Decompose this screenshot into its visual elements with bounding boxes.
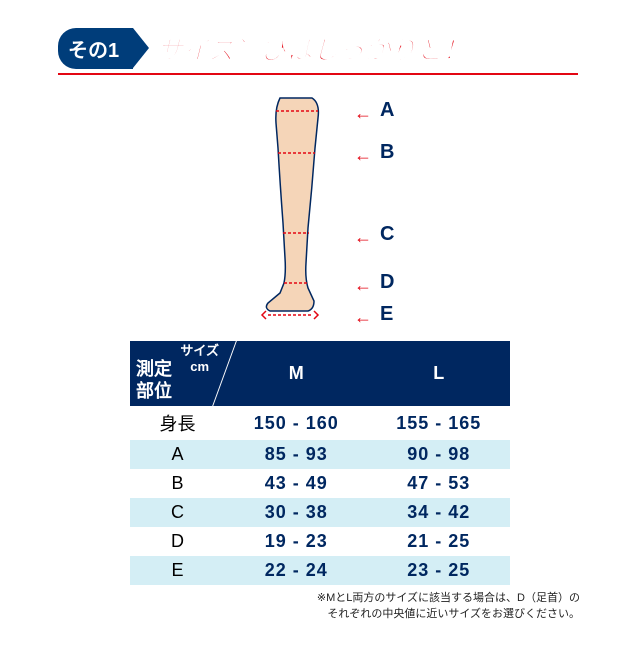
measure-label-d: D xyxy=(380,271,394,294)
header: その1 サイズ選びはしっかりと！ xyxy=(58,28,640,69)
table-row: B43 - 4947 - 53 xyxy=(130,469,510,498)
value-l: 23 - 25 xyxy=(368,556,511,585)
leg-diagram: ← A ← B ← C ← D ← E xyxy=(210,93,430,333)
value-l: 90 - 98 xyxy=(368,440,511,469)
measure-label-c: C xyxy=(380,223,394,246)
table-row: 身長150 - 160155 - 165 xyxy=(130,406,510,440)
value-m: 85 - 93 xyxy=(225,440,368,469)
value-l: 34 - 42 xyxy=(368,498,511,527)
size-table: サイズcm 測定部位 M L 身長150 - 160155 - 165A85 -… xyxy=(130,341,510,585)
header-title: サイズ選びはしっかりと！ xyxy=(157,30,468,67)
arrow-icon: ← xyxy=(354,145,372,166)
table-corner-cell: サイズcm 測定部位 xyxy=(130,341,225,406)
footnote: ※MとL両方のサイズに該当する場合は、D（足首）の それぞれの中央値に近いサイズ… xyxy=(0,591,580,622)
table-header-row: サイズcm 測定部位 M L xyxy=(130,341,510,406)
badge-number: 1 xyxy=(108,40,119,62)
footnote-line1: ※MとL両方のサイズに該当する場合は、D（足首）の xyxy=(317,592,580,604)
header-underline xyxy=(58,73,578,75)
row-label: A xyxy=(130,440,225,469)
table-row: D19 - 2321 - 25 xyxy=(130,527,510,556)
measure-label-a: A xyxy=(380,99,394,122)
value-m: 43 - 49 xyxy=(225,469,368,498)
table-row: E22 - 2423 - 25 xyxy=(130,556,510,585)
row-label: C xyxy=(130,498,225,527)
value-m: 22 - 24 xyxy=(225,556,368,585)
row-label: 身長 xyxy=(130,406,225,440)
value-m: 30 - 38 xyxy=(225,498,368,527)
row-label: E xyxy=(130,556,225,585)
leg-illustration xyxy=(250,93,360,328)
measure-label-e: E xyxy=(380,303,393,326)
value-l: 21 - 25 xyxy=(368,527,511,556)
arrow-icon: ← xyxy=(354,103,372,124)
size-col-m: M xyxy=(225,341,368,406)
value-l: 47 - 53 xyxy=(368,469,511,498)
table-row: A85 - 9390 - 98 xyxy=(130,440,510,469)
arrow-icon: ← xyxy=(354,275,372,296)
table-row: C30 - 3834 - 42 xyxy=(130,498,510,527)
footnote-line2: それぞれの中央値に近いサイズをお選びください。 xyxy=(327,608,580,620)
arrow-icon: ← xyxy=(354,227,372,248)
row-label: D xyxy=(130,527,225,556)
value-m: 19 - 23 xyxy=(225,527,368,556)
size-col-l: L xyxy=(368,341,511,406)
value-m: 150 - 160 xyxy=(225,406,368,440)
badge-prefix: その xyxy=(68,40,108,62)
step-badge: その1 xyxy=(58,28,133,69)
row-label: B xyxy=(130,469,225,498)
value-l: 155 - 165 xyxy=(368,406,511,440)
arrow-icon: ← xyxy=(354,307,372,328)
measure-label-b: B xyxy=(380,141,394,164)
